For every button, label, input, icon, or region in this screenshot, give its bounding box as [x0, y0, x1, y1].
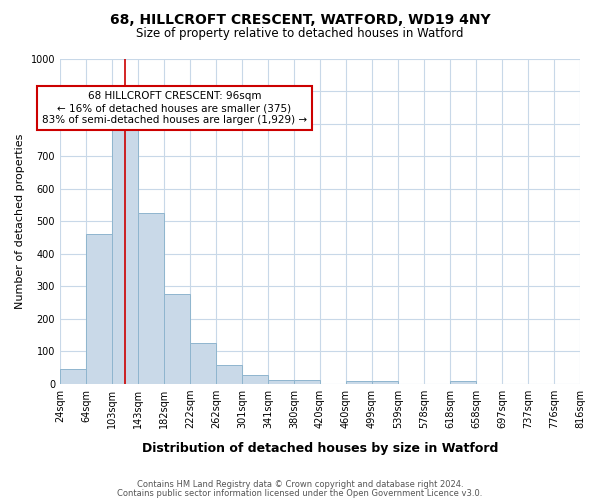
Text: Size of property relative to detached houses in Watford: Size of property relative to detached ho… [136, 28, 464, 40]
Bar [346, 381, 372, 384]
Bar [372, 381, 398, 384]
Text: 68 HILLCROFT CRESCENT: 96sqm
← 16% of detached houses are smaller (375)
83% of s: 68 HILLCROFT CRESCENT: 96sqm ← 16% of de… [42, 92, 307, 124]
Bar [216, 365, 242, 384]
Bar [138, 214, 164, 384]
Bar [450, 381, 476, 384]
Text: 68, HILLCROFT CRESCENT, WATFORD, WD19 4NY: 68, HILLCROFT CRESCENT, WATFORD, WD19 4N… [110, 12, 490, 26]
Bar [242, 376, 268, 384]
Text: Contains public sector information licensed under the Open Government Licence v3: Contains public sector information licen… [118, 490, 482, 498]
Bar [164, 294, 190, 384]
Bar [268, 380, 294, 384]
Y-axis label: Number of detached properties: Number of detached properties [15, 134, 25, 309]
Bar [60, 369, 86, 384]
X-axis label: Distribution of detached houses by size in Watford: Distribution of detached houses by size … [142, 442, 498, 455]
Bar [294, 380, 320, 384]
Bar [190, 343, 216, 384]
Text: Contains HM Land Registry data © Crown copyright and database right 2024.: Contains HM Land Registry data © Crown c… [137, 480, 463, 489]
Bar [112, 120, 138, 384]
Bar [86, 234, 112, 384]
